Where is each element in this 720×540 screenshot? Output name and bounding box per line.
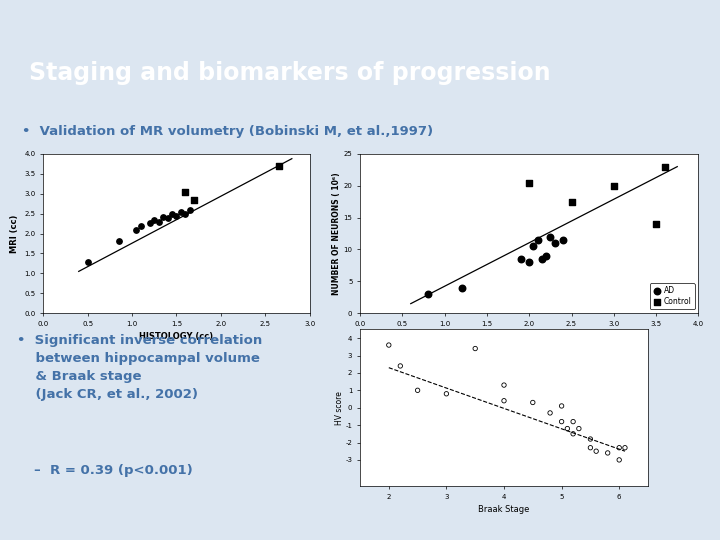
X-axis label: Braak Stage: Braak Stage [478,505,530,514]
Point [585,443,596,452]
AD [523,258,535,267]
AD [536,255,548,264]
AD [557,235,569,244]
Point [144,219,156,227]
Point [148,215,160,224]
Point [184,205,196,214]
Point [562,424,573,433]
Point [498,381,510,389]
Point [383,341,395,349]
Point [189,195,200,204]
Point [171,211,182,220]
Point [273,161,284,170]
X-axis label: HISTOLOGY (cc): HISTOLOGY (cc) [140,333,213,341]
Text: –  R = 0.39 (p<0.001): – R = 0.39 (p<0.001) [34,464,192,477]
Text: •  Validation of MR volumetry (Bobinski M, et al.,1997): • Validation of MR volumetry (Bobinski M… [22,125,433,138]
Point [113,237,125,245]
Point [498,396,510,405]
Point [585,435,596,443]
Point [82,258,94,267]
Text: Staging and biomarkers of progression: Staging and biomarkers of progression [29,62,550,85]
AD [549,239,560,247]
Point [153,217,164,226]
AD [544,232,556,241]
Y-axis label: NUMBER OF NEURONS ( 10⁶): NUMBER OF NEURONS ( 10⁶) [332,172,341,295]
Point [567,417,579,426]
Control [650,220,662,228]
Point [395,362,406,370]
Point [162,214,174,222]
Point [135,221,147,230]
Point [590,447,602,456]
Point [527,398,539,407]
Control [608,181,619,190]
Point [613,443,625,452]
X-axis label: MRI HIPPOCAMPAL VOLUME (cc): MRI HIPPOCAMPAL VOLUME (cc) [459,333,599,341]
Point [441,389,452,398]
Text: •  Significant inverse correlation
    between hippocampal volume
    & Braak st: • Significant inverse correlation betwee… [17,334,262,401]
Control [523,178,535,187]
Point [179,187,191,196]
Point [556,402,567,410]
Y-axis label: HV score: HV score [335,391,344,424]
Point [412,386,423,395]
Point [556,417,567,426]
Point [179,210,191,219]
Point [613,456,625,464]
AD [422,290,433,299]
Point [619,443,631,452]
AD [532,235,544,244]
Point [131,225,143,234]
Point [602,449,613,457]
Point [567,429,579,438]
Control [659,163,670,171]
AD [456,284,467,292]
Y-axis label: MRI (cc): MRI (cc) [10,214,19,253]
Point [158,213,169,221]
Point [573,424,585,433]
AD [515,255,526,264]
Point [175,207,186,216]
Control [566,198,577,206]
Point [544,409,556,417]
Point [166,210,178,218]
AD [540,252,552,260]
Legend: AD, Control: AD, Control [650,283,695,309]
Point [469,344,481,353]
AD [528,242,539,251]
